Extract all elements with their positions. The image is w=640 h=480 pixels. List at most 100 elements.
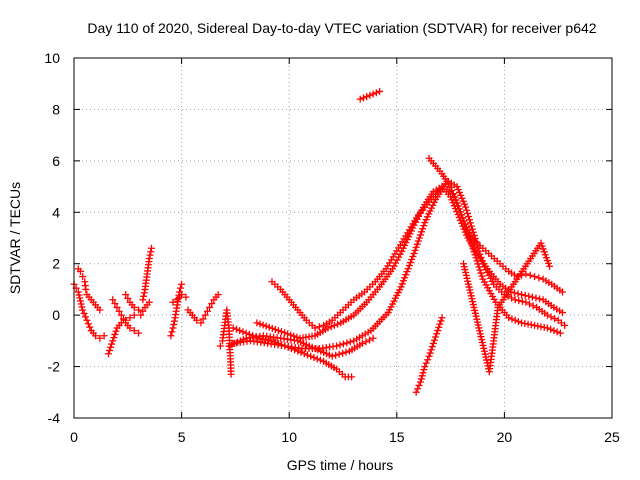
data-point: [119, 315, 127, 323]
data-point: [446, 183, 454, 191]
data-point: [408, 256, 416, 264]
data-point: [452, 196, 460, 204]
data-point: [76, 267, 84, 275]
data-point: [409, 252, 417, 260]
data-point: [416, 378, 424, 386]
data-point: [106, 347, 114, 354]
data-point: [78, 303, 86, 311]
data-point: [126, 324, 134, 332]
data-point: [109, 337, 117, 345]
data-point: [81, 313, 89, 321]
data-point: [313, 355, 321, 363]
data-point: [438, 314, 446, 322]
data-point: [543, 311, 551, 319]
data-point: [307, 352, 315, 360]
data-point: [82, 285, 90, 293]
data-point: [76, 294, 84, 302]
data-point: [167, 332, 175, 340]
data-point: [425, 352, 433, 360]
data-point: [324, 324, 332, 332]
data-point: [456, 208, 464, 216]
data-point: [430, 336, 438, 344]
data-point: [559, 288, 567, 296]
data-point: [168, 328, 176, 336]
data-point: [401, 274, 409, 282]
data-point: [92, 332, 100, 340]
data-point: [170, 321, 178, 329]
data-point: [80, 309, 88, 317]
data-point: [147, 244, 155, 252]
data-point: [268, 337, 276, 345]
data-point: [399, 277, 407, 285]
data-point: [358, 339, 366, 347]
data-point: [414, 385, 422, 393]
data-point: [459, 214, 467, 222]
data-point: [110, 334, 118, 342]
data-point: [86, 323, 94, 331]
data-point: [76, 297, 84, 305]
data-point: [111, 330, 119, 338]
data-point: [170, 317, 178, 325]
data-point: [362, 338, 370, 346]
x-ticks: 0 5 10 15 20 25: [70, 58, 620, 445]
data-point: [405, 262, 413, 270]
data-point: [109, 296, 117, 304]
data-points: [70, 87, 569, 396]
data-point: [206, 303, 214, 311]
data-point: [421, 363, 429, 371]
data-point: [510, 289, 518, 297]
data-point: [343, 339, 351, 347]
data-point: [232, 325, 240, 333]
data-point: [422, 359, 430, 367]
data-point: [448, 186, 456, 194]
data-point: [293, 333, 301, 341]
data-point: [465, 216, 473, 224]
plot-frame: [73, 57, 613, 419]
data-point: [130, 311, 138, 319]
data-point: [449, 190, 457, 198]
data-point: [137, 311, 145, 319]
data-point: [414, 237, 422, 245]
data-point: [528, 293, 536, 301]
data-point: [526, 271, 534, 279]
y-tick-label: -2: [48, 359, 61, 375]
data-point: [556, 329, 564, 337]
data-point: [444, 180, 452, 188]
data-point: [214, 291, 222, 299]
data-point: [330, 321, 338, 329]
data-point: [256, 320, 264, 328]
data-point: [332, 351, 340, 359]
data-point: [553, 328, 561, 336]
data-point: [281, 329, 289, 337]
data-point: [177, 284, 185, 292]
data-point: [182, 293, 190, 301]
data-point: [463, 206, 471, 214]
data-point: [434, 327, 442, 335]
data-point: [208, 300, 216, 308]
data-point: [372, 89, 380, 97]
y-tick-label: 2: [52, 256, 60, 272]
data-point: [547, 313, 555, 321]
data-point: [427, 346, 435, 354]
data-point: [412, 243, 420, 251]
data-point: [417, 375, 425, 383]
data-point: [265, 323, 273, 331]
data-point: [521, 291, 529, 299]
y-tick-label: -4: [48, 410, 61, 426]
data-point: [547, 325, 555, 333]
grid: [74, 58, 612, 418]
data-point: [346, 338, 354, 346]
data-point: [429, 339, 437, 347]
data-point: [79, 273, 87, 281]
data-point: [79, 306, 87, 314]
data-point: [526, 300, 534, 308]
data-point: [398, 280, 406, 288]
data-point: [274, 327, 282, 335]
data-point: [514, 290, 522, 298]
data-point: [420, 366, 428, 374]
data-point: [410, 249, 418, 257]
y-ticks: -4 -2 0 2 4 6 8 10: [44, 50, 612, 426]
data-point: [229, 324, 237, 332]
data-point: [369, 334, 377, 342]
